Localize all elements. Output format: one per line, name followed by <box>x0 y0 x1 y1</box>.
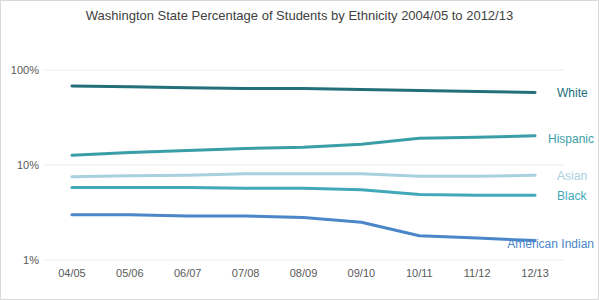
x-tick-label: 11/12 <box>464 267 491 279</box>
legend-entry: Black <box>557 189 587 203</box>
y-tick-label: 1% <box>23 254 39 266</box>
title: Washington State Percentage of Students … <box>86 8 513 23</box>
grid-line <box>43 165 564 166</box>
x-tick-label: 09/10 <box>348 267 376 279</box>
x-tick-label: 10/11 <box>406 267 433 279</box>
plot-area <box>72 86 535 241</box>
x-tick-label: 04/05 <box>58 267 86 279</box>
series-line <box>72 187 535 195</box>
legend-entry: White <box>557 86 588 100</box>
x-tick-label: 08/09 <box>290 267 318 279</box>
chart-frame <box>1 1 599 300</box>
x-tick-label: 06/07 <box>174 267 202 279</box>
series-line <box>72 174 535 177</box>
legend-entry: Hispanic <box>548 132 594 146</box>
y-tick-label: 10% <box>17 159 39 171</box>
legend-entry: American Indian <box>507 237 594 251</box>
legend-entry: Asian <box>557 169 587 183</box>
y-tick-label: 100% <box>11 64 39 76</box>
x-tick-label: 05/06 <box>116 267 144 279</box>
chart: Washington State Percentage of Students … <box>0 0 599 300</box>
series-line <box>72 86 535 93</box>
series-line <box>72 215 535 241</box>
grid-line <box>43 260 564 261</box>
x-tick-label: 07/08 <box>232 267 260 279</box>
series-line <box>72 136 535 155</box>
series-labels: White Hispanic Asian Black American Indian <box>507 86 594 250</box>
x-tick-label: 12/13 <box>521 267 549 279</box>
grid-line <box>43 70 564 71</box>
